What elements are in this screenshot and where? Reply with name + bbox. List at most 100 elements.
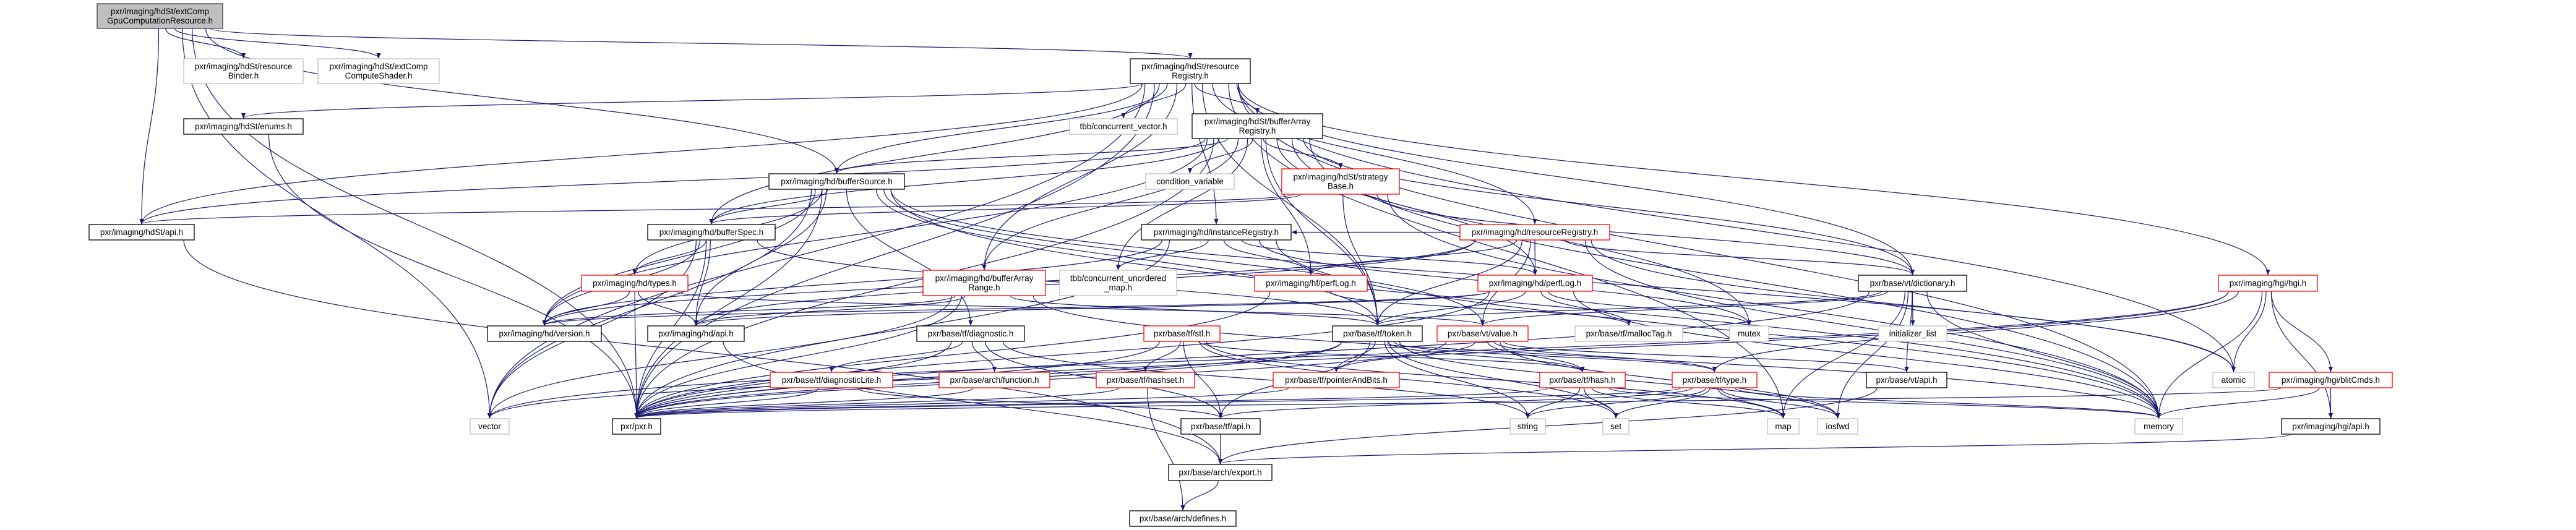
- edge-bufferArrayRange-to-memory: [1033, 295, 2161, 419]
- node-stl[interactable]: pxr/base/tf/stl.h: [1143, 325, 1221, 342]
- node-box: [938, 372, 1050, 388]
- node-label: pxr/imaging/hdSt/enums.h: [195, 122, 292, 131]
- edge-strategyBase-to-memory: [1387, 194, 2162, 419]
- node-tf_api[interactable]: pxr/base/tf/api.h: [1180, 418, 1261, 435]
- node-vt_api[interactable]: pxr/base/vt/api.h: [1866, 372, 1947, 388]
- node-types[interactable]: pxr/imaging/hd/types.h: [581, 275, 689, 292]
- node-label: Binder.h: [228, 71, 259, 80]
- node-export[interactable]: pxr/base/arch/export.h: [1168, 464, 1273, 481]
- edge-hdSt_resourceRegistry-to-hdSt_enums: [241, 83, 1143, 119]
- node-label: tbb/concurrent_vector.h: [1080, 122, 1167, 131]
- edge-strategyBase-to-bufferSpec: [709, 194, 1302, 224]
- edge-main-to-hdSt_resourceRegistry: [210, 28, 1193, 59]
- edge-main-to-pxr: [192, 28, 639, 419]
- edge-hgi-to-vector: [487, 291, 2229, 419]
- node-box: [1767, 418, 1800, 435]
- edge-hd_resourceRegistry-to-token: [1375, 239, 1523, 326]
- node-box: [1191, 113, 1323, 139]
- edge-bufferArrayRange-to-hd_version: [542, 295, 956, 326]
- edge-bufferSource-to-hd_version: [542, 189, 816, 326]
- node-box: [1069, 118, 1178, 135]
- node-defines[interactable]: pxr/base/arch/defines.h: [1129, 510, 1237, 527]
- node-function[interactable]: pxr/base/arch/function.h: [938, 372, 1050, 388]
- edge-hashset-to-pxr: [634, 387, 1119, 419]
- edge-hd_resourceRegistry-to-vt_dictionary: [1565, 239, 1915, 275]
- node-hashset[interactable]: pxr/base/tf/hashset.h: [1096, 372, 1195, 388]
- node-hdSt_enums[interactable]: pxr/imaging/hdSt/enums.h: [183, 118, 304, 135]
- node-label: atomic: [2222, 375, 2246, 385]
- node-iosfwd: iosfwd: [1817, 418, 1858, 435]
- node-label: pxr/imaging/hd/version.h: [499, 329, 590, 338]
- edge-diagnosticLite-to-tf_api: [856, 387, 1223, 419]
- node-vt_value[interactable]: pxr/base/vt/value.h: [1436, 325, 1529, 342]
- edge-vt_api-to-export: [1218, 387, 1878, 464]
- edge-vt_dictionary-to-map: [1780, 291, 1905, 419]
- node-hdSt_resourceRegistry[interactable]: pxr/imaging/hdSt/resourceRegistry.h: [1130, 58, 1251, 84]
- node-label: Registry.h: [1239, 126, 1276, 135]
- node-string: string: [1509, 418, 1546, 435]
- node-initializer_list: initializer_list: [1878, 325, 1947, 342]
- edge-hdSt_resourceRegistry-to-tbb_cv: [1121, 83, 1187, 119]
- node-token[interactable]: pxr/base/tf/token.h: [1332, 325, 1423, 342]
- node-hdSt_api[interactable]: pxr/imaging/hdSt/api.h: [88, 224, 195, 241]
- node-hash[interactable]: pxr/base/tf/hash.h: [1539, 372, 1626, 388]
- edge-bufferSource-to-bufferSpec: [709, 189, 828, 224]
- node-box: [768, 173, 905, 190]
- node-diagnosticLite[interactable]: pxr/base/tf/diagnosticLite.h: [770, 372, 893, 388]
- edge-token-to-string: [1384, 341, 1531, 419]
- node-label: pxr/imaging/hgi/api.h: [2292, 422, 2369, 431]
- edge-hf_perfLog-to-mallocTag: [1329, 291, 1631, 326]
- node-condition_variable: condition_variable: [1145, 173, 1235, 190]
- node-hd_api[interactable]: pxr/imaging/hd/api.h: [647, 325, 745, 342]
- edge-bufferArrayRegistry-to-bufferArrayRange: [982, 138, 1239, 270]
- node-diagnostic[interactable]: pxr/base/tf/diagnostic.h: [916, 325, 1025, 342]
- node-pointerAndBits[interactable]: pxr/base/tf/pointerAndBits.h: [1273, 372, 1400, 388]
- node-label: pxr/base/tf/token.h: [1343, 329, 1412, 338]
- node-bufferSource[interactable]: pxr/imaging/hd/bufferSource.h: [768, 173, 905, 190]
- node-vt_dictionary[interactable]: pxr/base/vt/dictionary.h: [1858, 275, 1967, 292]
- node-blitCmds[interactable]: pxr/imaging/hgi/blitCmds.h: [2269, 372, 2393, 388]
- node-box: [1436, 325, 1529, 342]
- node-map: map: [1767, 418, 1800, 435]
- node-label: pxr/imaging/hdSt/extComp: [111, 7, 209, 16]
- edge-hd_perfLog-to-memory: [1573, 291, 2162, 419]
- node-hd_resourceRegistry[interactable]: pxr/imaging/hd/resourceRegistry.h: [1459, 224, 1610, 241]
- edge-type-to-set: [1613, 387, 1711, 419]
- node-type[interactable]: pxr/base/tf/type.h: [1672, 372, 1758, 388]
- edge-bufferSource-to-vector: [487, 189, 812, 419]
- node-label: iosfwd: [1826, 422, 1849, 431]
- node-box: [770, 372, 893, 388]
- node-hd_version[interactable]: pxr/imaging/hd/version.h: [487, 325, 602, 342]
- edge-bufferArrayRegistry-to-condition_variable: [1187, 138, 1253, 174]
- node-box: [1866, 372, 1947, 388]
- edge-hd_perfLog-to-token: [1375, 291, 1526, 326]
- node-bufferSpec[interactable]: pxr/imaging/hd/bufferSpec.h: [647, 224, 776, 241]
- edge-stl-to-map: [1206, 341, 1785, 419]
- node-box: [1878, 325, 1947, 342]
- edge-stl-to-hashset: [1143, 341, 1181, 372]
- edge-type-to-iosfwd: [1719, 387, 1840, 419]
- node-hf_perfLog[interactable]: pxr/imaging/hf/perfLog.h: [1254, 275, 1368, 292]
- edge-strategyBase-to-token: [1342, 194, 1380, 326]
- node-box: [581, 275, 689, 292]
- node-label: tbb/concurrent_unordered: [1070, 274, 1166, 283]
- edge-hdSt_resourceRegistry-to-hd_resourceRegistry: [1212, 83, 1537, 224]
- edge-bufferSpec-to-types: [632, 239, 707, 275]
- node-label: string: [1518, 422, 1538, 431]
- node-hd_perfLog[interactable]: pxr/imaging/hd/perfLog.h: [1477, 275, 1593, 292]
- node-hgi_api[interactable]: pxr/imaging/hgi/api.h: [2281, 418, 2381, 435]
- node-hgi[interactable]: pxr/imaging/hgi/hgi.h: [2218, 275, 2318, 292]
- node-instanceRegistry[interactable]: pxr/imaging/hd/instanceRegistry.h: [1141, 224, 1292, 241]
- node-box: [1143, 325, 1221, 342]
- edge-bufferArrayRange-to-pxr: [634, 295, 962, 419]
- node-pxr[interactable]: pxr/pxr.h: [612, 418, 661, 435]
- node-box: [1459, 224, 1610, 241]
- edge-bufferArrayRegistry-to-vt_dictionary: [1303, 138, 1915, 275]
- edge-token-to-vector: [487, 341, 1342, 419]
- node-box: [1180, 418, 1261, 435]
- edge-type-to-memory: [1734, 387, 2161, 419]
- edge-vt_value-to-type: [1493, 341, 1717, 372]
